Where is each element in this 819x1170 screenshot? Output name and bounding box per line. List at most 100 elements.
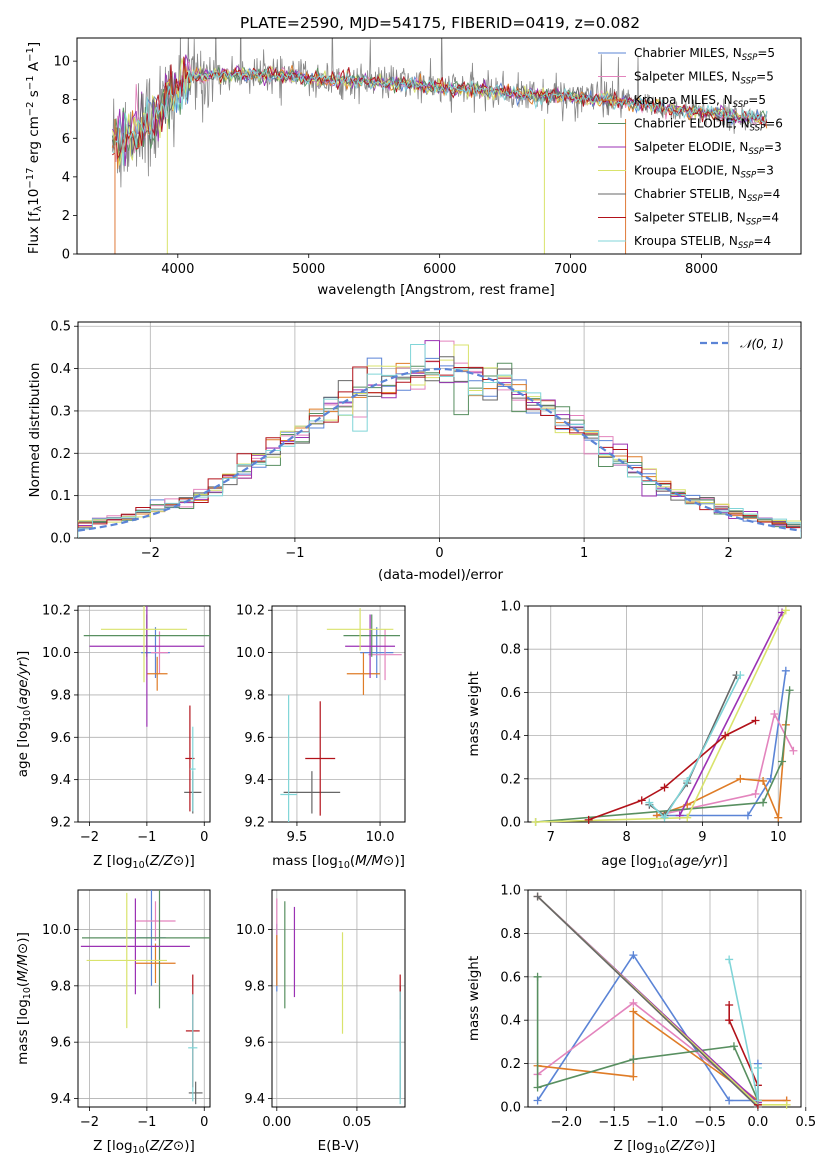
- y-tick-label: 0.4: [500, 729, 521, 744]
- y-tick-label: 0.0: [500, 1101, 521, 1116]
- y-tick-label: 0.8: [500, 927, 521, 942]
- legend-label-n: =6: [765, 117, 783, 131]
- x-axis-label: Z [log10(Z/Z⊙)]: [614, 1138, 716, 1156]
- label-part: )]: [15, 651, 31, 662]
- label-part: )]: [717, 853, 728, 869]
- y-tick-label: 4: [62, 170, 70, 185]
- x-tick-label: −2: [141, 546, 160, 561]
- weight-marker: [660, 783, 669, 792]
- spectrum-panel: 4000 5000 6000 7000 8000 0 2 4 6 8 10 wavelength [A…: [25, 37, 802, 298]
- label-part: 10: [22, 710, 33, 722]
- y-tick-label: 9.8: [244, 688, 265, 703]
- label-part: (: [15, 982, 31, 987]
- label-part: )]: [15, 932, 31, 943]
- x-tick-label: 0: [200, 830, 208, 845]
- weight-marker: [683, 776, 692, 785]
- x-tick-label: −1: [137, 830, 156, 845]
- label-part: age/yr: [15, 660, 31, 705]
- weight-series-line: [536, 976, 759, 1101]
- weight-marker: [785, 686, 794, 695]
- legend-label-text: Salpeter ELODIE, N: [634, 140, 748, 154]
- label-part: (: [15, 705, 31, 710]
- label-part: 10: [133, 860, 145, 871]
- weight-marker: [683, 813, 692, 822]
- weight-marker: [533, 972, 542, 981]
- normal-curve: [77, 367, 802, 532]
- weight-marker: [637, 796, 646, 805]
- y-axis-label: age [log10(age/yr)]: [15, 651, 33, 777]
- legend-label-text: Chabrier MILES, N: [634, 46, 742, 60]
- legend-label: Salpeter ELODIE, NSSP=3: [634, 140, 782, 157]
- label-part: Z [log: [93, 1138, 132, 1154]
- x-axis-label: (data-model)/error: [378, 567, 504, 583]
- x-tick-label: 9: [698, 830, 706, 845]
- x-tick-label: 0: [200, 1115, 208, 1130]
- x-tick-label: −1: [137, 1115, 156, 1130]
- y-tick-label: 0.6: [500, 970, 521, 985]
- y-tick-label: 0.5: [50, 320, 71, 335]
- y-tick-label: 0.8: [500, 643, 521, 658]
- axes-frame: [271, 605, 406, 823]
- y-axis-label-part: erg cm: [26, 116, 42, 167]
- weight-marker: [725, 1001, 734, 1010]
- x-tick-label: 0.00: [262, 1115, 291, 1130]
- y-tick-label: 0.0: [500, 816, 521, 831]
- y-tick-label: 9.4: [244, 773, 265, 788]
- legend-label: 𝒩(0, 1): [740, 337, 784, 351]
- weight-marker: [759, 776, 768, 785]
- label-part: )]: [705, 1138, 716, 1154]
- label-part: age/yr: [674, 853, 719, 869]
- legend-label-n: =3: [756, 164, 774, 178]
- axes-frame: [271, 889, 406, 1108]
- weight-marker: [660, 813, 669, 822]
- label-part: Z/Z⊙: [149, 853, 184, 869]
- x-tick-label: −2: [80, 1115, 99, 1130]
- axes-frame: [527, 889, 802, 1108]
- label-part: Z [log: [93, 853, 132, 869]
- x-tick-label: 4000: [161, 262, 194, 277]
- weight-series-line: [656, 724, 787, 819]
- weight-marker: [782, 1100, 791, 1109]
- y-tick-label: 0.2: [50, 447, 71, 462]
- y-tick-label: 10: [53, 55, 70, 70]
- legend-label-n: =5: [756, 70, 774, 84]
- y-tick-label: 9.2: [244, 816, 265, 831]
- y-axis-label-part: λ: [33, 206, 44, 212]
- legend-label-text: Chabrier STELIB, N: [634, 187, 747, 201]
- y-tick-label: 10.2: [236, 604, 265, 619]
- legend-label: Kroupa MILES, NSSP=5: [634, 93, 766, 110]
- weight-marker: [629, 1072, 638, 1081]
- x-tick-label: 6000: [423, 262, 456, 277]
- x-axis-label: mass [log10(M/M⊙)]: [272, 853, 405, 871]
- axes-frame: [77, 889, 211, 1108]
- weight-marker: [770, 710, 779, 718]
- y-tick-label: 0.3: [50, 404, 71, 419]
- x-tick-label: 10: [770, 830, 787, 845]
- weight-series-line: [648, 674, 738, 817]
- weight-marker: [531, 818, 540, 826]
- y-tick-label: 9.2: [50, 816, 71, 831]
- x-tick-label: 0.05: [342, 1115, 371, 1130]
- x-tick-label: 0: [435, 546, 443, 561]
- y-tick-label: 0.4: [50, 362, 71, 377]
- y-axis-label: Normed distribution: [27, 363, 43, 498]
- legend-label-text: Salpeter MILES, N: [634, 70, 741, 84]
- y-axis-label: mass [log10(M/M⊙)]: [15, 932, 33, 1065]
- legend-label-n: =4: [763, 187, 781, 201]
- weight-marker: [533, 1083, 542, 1092]
- x-tick-label: −1.5: [598, 1115, 630, 1130]
- weight-marker: [725, 1016, 734, 1025]
- mass-vs-ebv-panel: 0.00 0.05 9.4 9.6 9.8 10.0 E(B-V): [236, 889, 406, 1154]
- x-tick-label: 2: [725, 546, 733, 561]
- label-part: 10: [22, 987, 33, 999]
- weight-marker: [774, 813, 783, 822]
- y-tick-label: 9.8: [244, 979, 265, 994]
- weight-series-line: [656, 670, 787, 817]
- y-tick-label: 10.0: [236, 923, 265, 938]
- legend-label: Kroupa STELIB, NSSP=4: [634, 234, 771, 251]
- label-part: )]: [394, 853, 405, 869]
- label-part: Z [log: [614, 1138, 653, 1154]
- label-part: (: [350, 853, 355, 869]
- x-tick-label: 5000: [292, 262, 325, 277]
